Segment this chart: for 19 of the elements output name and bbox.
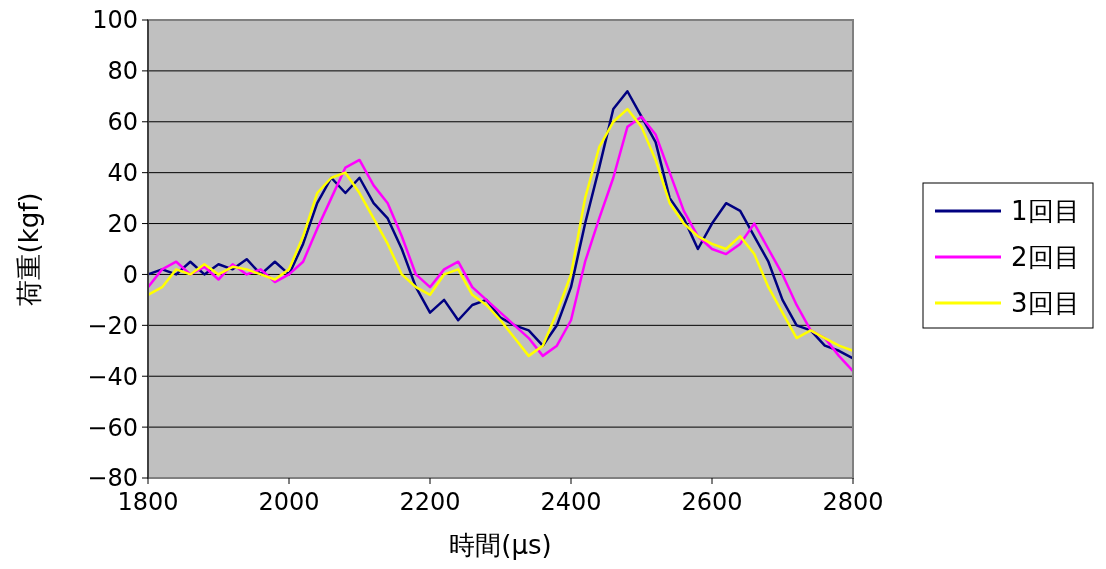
legend-label: 3回目 [1011,288,1080,319]
y-tick-label: 0 [122,260,138,289]
x-tick-label: 2000 [258,488,320,516]
x-tick-label: 2200 [399,488,461,516]
x-tick-label: 2800 [822,488,884,516]
y-tick-label: −60 [87,413,138,442]
x-tick-label: 2600 [681,488,743,516]
legend-label: 1回目 [1011,196,1080,227]
y-tick-label: 60 [107,108,138,137]
x-axis-title: 時間(μs) [449,530,552,560]
y-tick-label: 20 [107,209,138,238]
y-tick-label: −40 [87,362,138,391]
y-tick-label: 100 [92,6,138,35]
legend-label: 2回目 [1011,242,1080,273]
y-axis-title: 荷重(kgf) [14,192,44,306]
y-tick-label: −20 [87,311,138,340]
y-tick-label: 40 [107,159,138,188]
y-tick-label: 80 [107,57,138,86]
x-tick-label: 2400 [540,488,602,516]
